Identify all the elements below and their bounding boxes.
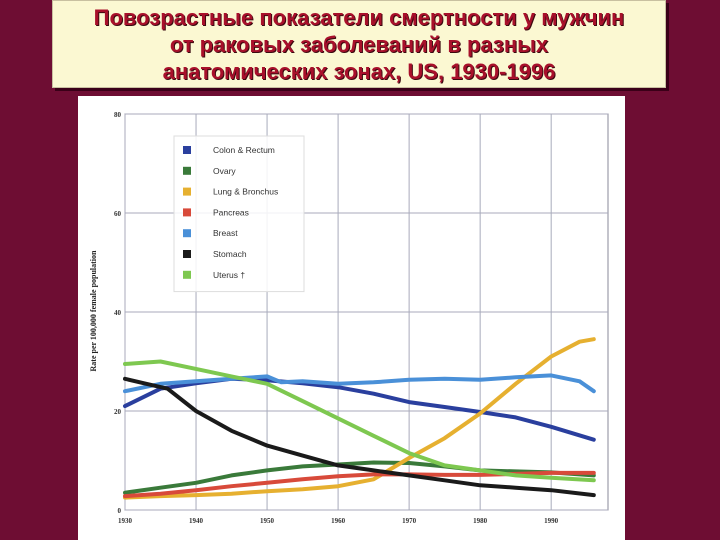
x-tick-label: 1980 — [473, 517, 488, 525]
legend-swatch — [183, 146, 191, 154]
x-tick-label: 1950 — [260, 517, 275, 525]
legend-label: Ovary — [213, 166, 236, 176]
x-tick-label: 1930 — [118, 517, 133, 525]
y-tick-label: 0 — [118, 507, 122, 515]
legend-swatch — [183, 250, 191, 258]
legend-label: Breast — [213, 228, 238, 238]
y-axis-label: Rate per 100,000 female population — [89, 250, 98, 372]
legend-swatch — [183, 187, 191, 196]
series-line — [123, 376, 596, 498]
legend-swatch — [183, 229, 191, 238]
chart-legend: Colon & Rectum Ovary Lung & Bronchus Pancre… — [173, 135, 305, 293]
legend-label: Colon & Rectum — [213, 145, 275, 155]
y-tick-label: 20 — [114, 408, 122, 416]
x-tick-label: 1960 — [331, 517, 346, 525]
y-tick-label: 40 — [114, 309, 122, 317]
series-line — [123, 373, 596, 394]
x-tick-label: 1970 — [402, 517, 417, 525]
chart-grid — [124, 113, 609, 511]
series-line — [123, 359, 596, 483]
x-tick-label: 1940 — [189, 517, 204, 525]
series-line — [123, 337, 596, 500]
legend-box — [173, 135, 305, 293]
legend-label: Lung & Bronchus — [213, 187, 278, 197]
y-axis-ticks: 0 20 40 60 80 — [114, 111, 122, 515]
legend-label: Stomach — [213, 249, 247, 259]
series-line — [123, 460, 596, 495]
title-box: Повозрастные показатели смертности у муж… — [52, 0, 666, 88]
x-tick-label: 1990 — [544, 517, 559, 525]
legend-swatch — [183, 270, 191, 279]
legend-swatch — [183, 208, 191, 217]
legend-label: Pancreas — [213, 207, 249, 217]
x-axis-ticks: 1930 1940 1950 1960 1970 1980 1990 — [118, 517, 559, 525]
chart-panel: 1930 1940 1950 1960 1970 1980 1990 0 20 40 60 80 R… — [78, 96, 625, 540]
y-tick-label: 60 — [114, 210, 122, 218]
legend-label: Uterus † — [213, 270, 245, 280]
y-tick-label: 80 — [114, 111, 122, 119]
legend-swatch — [183, 166, 191, 175]
page-title: Повозрастные показатели смертности у муж… — [93, 4, 625, 84]
line-chart: 1930 1940 1950 1960 1970 1980 1990 0 20 40 60 80 R… — [89, 111, 609, 525]
chart-series-lines — [123, 337, 596, 500]
